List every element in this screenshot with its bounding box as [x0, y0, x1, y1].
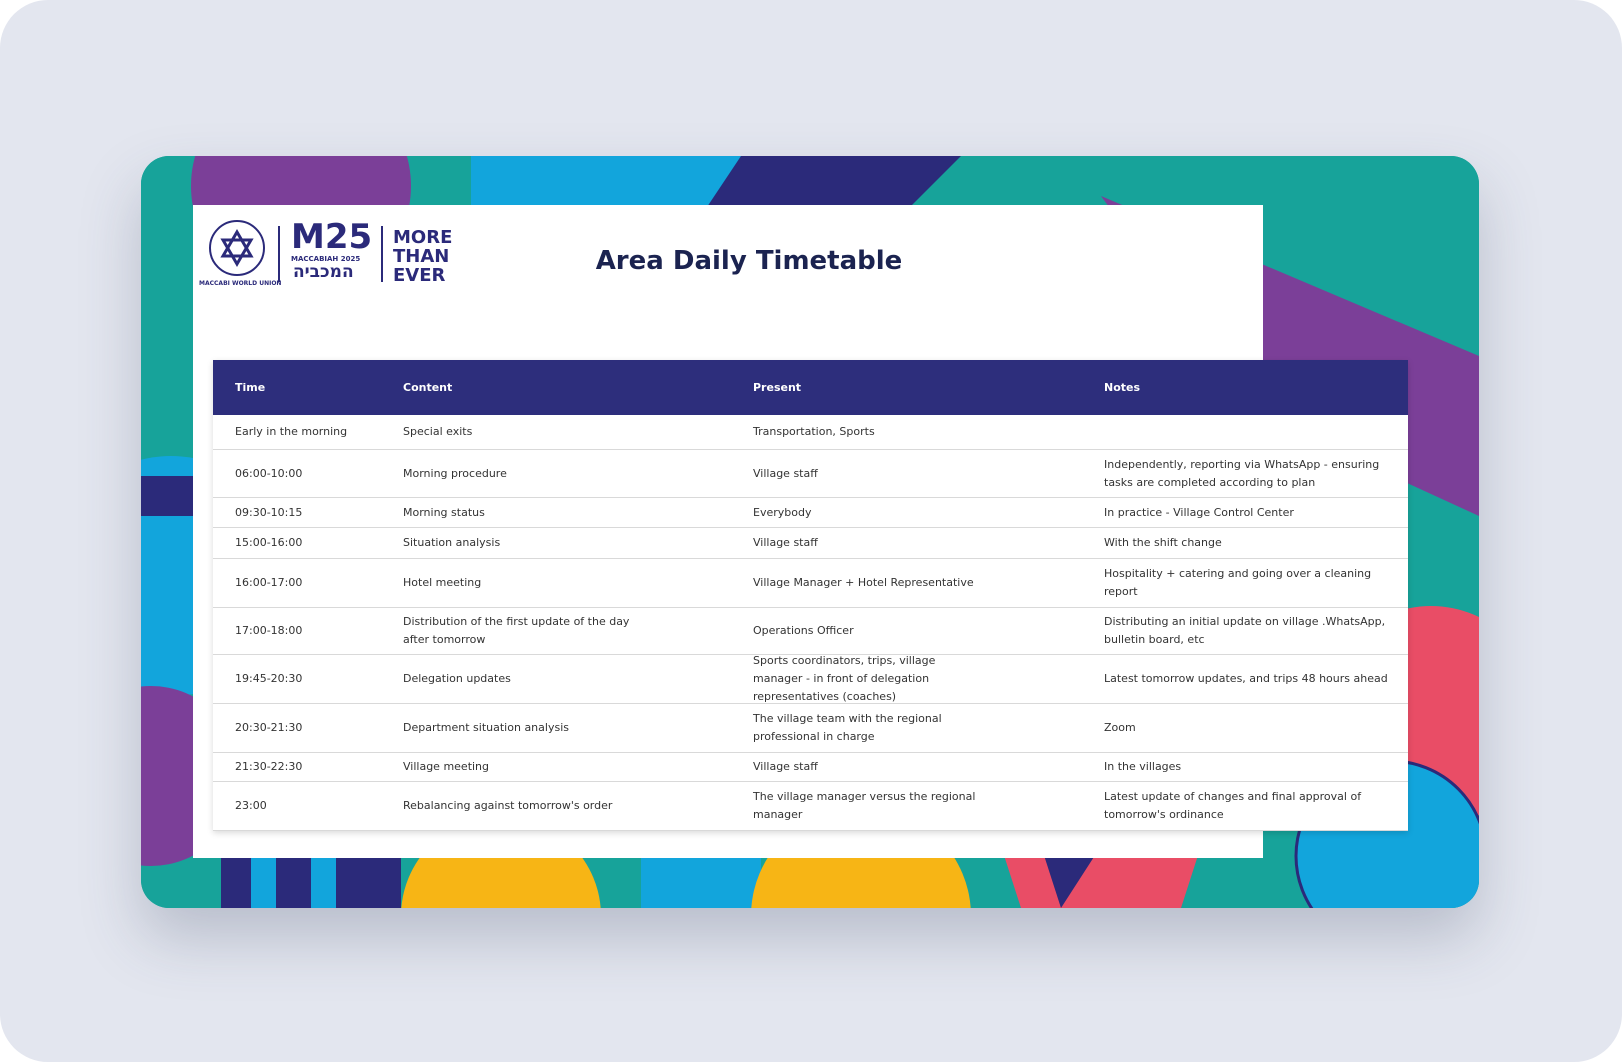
table-cell: Hospitality + catering and going over a …: [1104, 567, 1372, 598]
logo-mark: M25: [291, 217, 373, 257]
table-cell: Distribution of the first update of the …: [403, 615, 630, 646]
table-row: 21:30-22:30 Village meeting Village staff I…: [213, 753, 1408, 782]
table-row: 20:30-21:30 Department situation analysis…: [213, 704, 1408, 753]
table-cell: The village team with the regional profe…: [753, 712, 942, 743]
table-cell: Department situation analysis: [403, 721, 569, 734]
union-emblem: [209, 220, 265, 276]
divider: [278, 226, 280, 282]
union-name: MACCABI WORLD UNION: [199, 280, 282, 287]
table-cell: 19:45-20:30: [235, 672, 303, 685]
table-cell: In the villages: [1104, 760, 1182, 773]
slogan-line: THAN: [393, 246, 450, 267]
slogan-line: MORE: [393, 227, 453, 248]
table-cell: Morning status: [403, 505, 485, 519]
table-header: Time Content Present Notes: [213, 360, 1408, 415]
table-cell: 06:00-10:00: [235, 466, 303, 480]
table-cell: With the shift change: [1104, 536, 1222, 549]
table-row: 19:45-20:30 Delegation updates Sports coor…: [213, 654, 1408, 704]
table-cell: In practice - Village Control Center: [1104, 505, 1294, 519]
table-cell: Sports coordinators, trips, village mana…: [753, 654, 936, 703]
table-cell: 09:30-10:15: [235, 505, 303, 519]
table-row: 15:00-16:00 Situation analysis Village sta…: [213, 528, 1408, 559]
table-cell: Transportation, Sports: [753, 425, 875, 438]
table-cell: Everybody: [753, 505, 812, 519]
table-cell: 17:00-18:00: [235, 624, 303, 637]
column-header: Present: [753, 380, 802, 394]
table-row: 06:00-10:00 Morning procedure Village staf…: [213, 450, 1408, 498]
table-cell: Village staff: [753, 466, 818, 480]
table-cell: The village manager versus the regional …: [753, 790, 976, 821]
table-cell: Village staff: [753, 536, 818, 549]
table-cell: Morning procedure: [403, 466, 507, 480]
table-cell: 20:30-21:30: [235, 721, 303, 734]
table-cell: 15:00-16:00: [235, 536, 303, 549]
table-cell: Zoom: [1104, 721, 1136, 734]
table-cell: Special exits: [403, 425, 473, 438]
table-cell: [1082, 415, 1408, 449]
timetable: Time Content Present Notes Early in the morn…: [213, 360, 1408, 831]
column-header: Time: [235, 380, 266, 394]
table-row: 17:00-18:00 Distribution of the first upd…: [213, 608, 1408, 655]
slide: MACCABI WORLD UNION M25 MACCABIAH 2025 ה…: [141, 156, 1479, 908]
table-row: 16:00-17:00 Hotel meeting Village Manager …: [213, 559, 1408, 608]
logo-hebrew: המכביה: [293, 262, 354, 282]
table-row: Early in the morning Special exits Transpo…: [213, 415, 1408, 450]
table-cell: Village Manager + Hotel Representative: [753, 576, 974, 589]
column-header: Content: [403, 380, 453, 394]
table-cell: 16:00-17:00: [235, 576, 303, 589]
table-row: 23:00 Rebalancing against tomorrow's orde…: [213, 782, 1408, 831]
slogan-line: EVER: [393, 265, 446, 286]
table-cell: Rebalancing against tomorrow's order: [403, 799, 613, 812]
logo-edition: MACCABIAH 2025: [291, 255, 361, 263]
table-row: 09:30-10:15 Morning status Everybody In pra…: [213, 498, 1408, 528]
column-header: Notes: [1104, 380, 1141, 394]
table-cell: Village staff: [753, 760, 818, 773]
table-cell: Delegation updates: [403, 672, 511, 685]
table-cell: 21:30-22:30: [235, 760, 303, 773]
slogan: MORE THAN EVER: [393, 228, 452, 285]
table-cell: Operations Officer: [753, 624, 854, 637]
title-text: Area Daily Timetable: [595, 246, 903, 276]
table-cell: Hotel meeting: [403, 576, 482, 589]
divider: [381, 226, 383, 282]
table-cell: Latest tomorrow updates, and trips 48 ho…: [1104, 672, 1388, 685]
table-cell: Distributing an initial update on villag…: [1104, 615, 1386, 646]
table-cell: Early in the morning: [235, 425, 348, 438]
table-cell: 23:00: [235, 799, 267, 812]
table-cell: Latest update of changes and final appro…: [1104, 790, 1362, 821]
table-cell: Independently, reporting via WhatsApp - …: [1104, 457, 1380, 489]
table-cell: Village meeting: [403, 760, 490, 773]
table-cell: Situation analysis: [403, 536, 501, 549]
